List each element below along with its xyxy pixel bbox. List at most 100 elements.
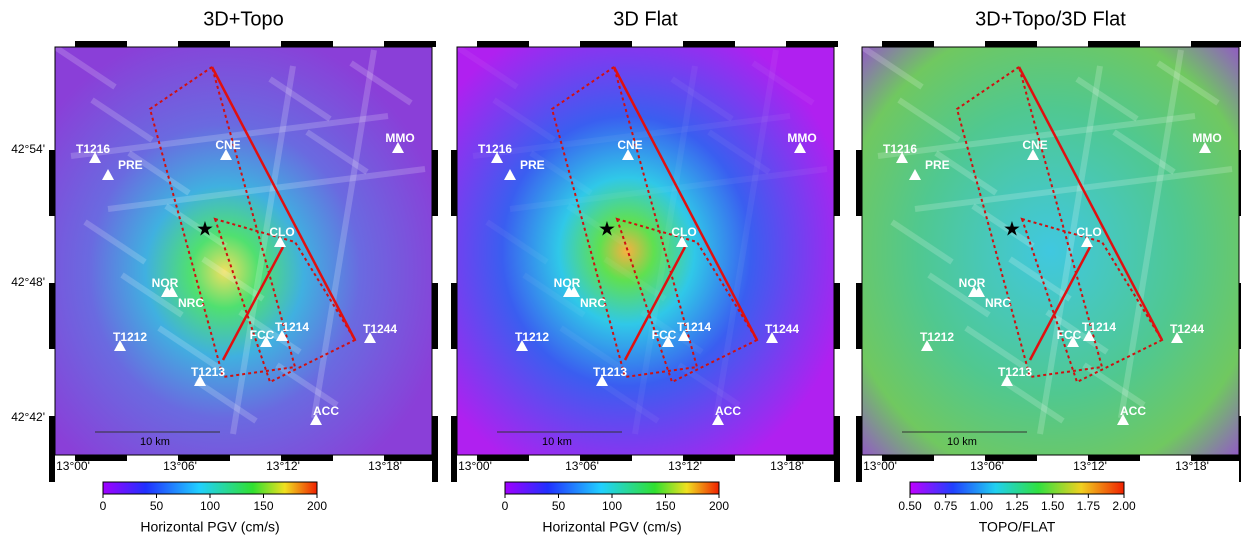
frame-bar xyxy=(1088,41,1140,47)
station-label: T1216 xyxy=(76,142,110,156)
colorbar-tick-label: 150 xyxy=(655,499,675,513)
frame-bar xyxy=(834,283,840,349)
station-label: T1214 xyxy=(275,320,309,334)
lat-tick-label: 42°54' xyxy=(11,142,45,156)
station-label: CNE xyxy=(617,138,642,152)
scale-label: 10 km xyxy=(542,436,572,448)
station-label: NRC xyxy=(985,296,1011,310)
lon-tick-label: 13°12' xyxy=(668,459,702,473)
panel-title: 3D+Topo/3D Flat xyxy=(975,8,1126,30)
colorbar-label: Horizontal PGV (cm/s) xyxy=(140,519,279,535)
station-label: T1244 xyxy=(363,322,397,336)
lon-tick-label: 13°12' xyxy=(1073,459,1107,473)
lon-tick-label: 13°18' xyxy=(368,459,402,473)
frame-bar xyxy=(856,283,862,349)
panel-title: 3D+Topo xyxy=(203,8,284,30)
epicenter: ★ xyxy=(196,218,214,240)
station-label: NRC xyxy=(580,296,606,310)
colorbar-tick-label: 1.75 xyxy=(1077,499,1101,513)
colorbar-tick-label: 0.50 xyxy=(898,499,922,513)
frame-bar xyxy=(477,41,529,47)
epicenter: ★ xyxy=(1003,218,1021,240)
frame-bar xyxy=(451,150,457,216)
frame-bar xyxy=(281,41,333,47)
frame-bar xyxy=(1191,41,1241,47)
frame-bar xyxy=(451,416,457,482)
station-label: NRC xyxy=(178,296,204,310)
lon-tick-label: 13°00' xyxy=(863,459,897,473)
colorbar-label: Horizontal PGV (cm/s) xyxy=(542,519,681,535)
colorbar-tick-label: 0 xyxy=(100,499,107,513)
station-label: FCC xyxy=(250,328,275,342)
colorbar-tick-label: 200 xyxy=(709,499,729,513)
lat-tick-label: 42°42' xyxy=(11,410,45,424)
station-label: NOR xyxy=(554,276,581,290)
scale-label: 10 km xyxy=(140,436,170,448)
station-label: CLO xyxy=(269,225,294,239)
station-label: T1244 xyxy=(765,322,799,336)
frame-bar xyxy=(834,150,840,216)
map-field xyxy=(55,47,432,455)
station-label: FCC xyxy=(652,328,677,342)
station-label: T1214 xyxy=(1082,320,1116,334)
frame-bar xyxy=(580,41,632,47)
colorbar-tick-label: 100 xyxy=(200,499,220,513)
station-label: MMO xyxy=(787,131,816,145)
lon-tick-label: 13°06' xyxy=(565,459,599,473)
frame-bar xyxy=(786,41,838,47)
station-label: PRE xyxy=(925,158,950,172)
station-label: PRE xyxy=(520,158,545,172)
frame-bar xyxy=(384,41,436,47)
map-field xyxy=(862,47,1239,455)
station-label: T1213 xyxy=(593,365,627,379)
station-label: CLO xyxy=(1076,225,1101,239)
lon-tick-label: 13°18' xyxy=(1175,459,1209,473)
frame-bar xyxy=(882,41,934,47)
station-label: PRE xyxy=(118,158,143,172)
frame-bar xyxy=(49,150,55,216)
lon-tick-label: 13°00' xyxy=(458,459,492,473)
frame-bar xyxy=(432,150,438,216)
panel-title: 3D Flat xyxy=(613,8,678,30)
colorbar-tick-label: 50 xyxy=(552,499,566,513)
station-label: MMO xyxy=(1192,131,1221,145)
colorbar-tick-label: 0 xyxy=(502,499,509,513)
lat-tick-label: 42°48' xyxy=(11,275,45,289)
colorbar-tick-label: 1.25 xyxy=(1005,499,1029,513)
frame-bar xyxy=(683,41,735,47)
colorbar-tick-label: 1.50 xyxy=(1041,499,1065,513)
colorbar xyxy=(910,482,1124,494)
station-label: ACC xyxy=(1120,404,1146,418)
station-label: CLO xyxy=(671,225,696,239)
lon-tick-label: 13°06' xyxy=(970,459,1004,473)
station-label: CNE xyxy=(215,138,240,152)
frame-bar xyxy=(451,283,457,349)
scale-label: 10 km xyxy=(947,436,977,448)
station-label: ACC xyxy=(715,404,741,418)
station-label: T1212 xyxy=(920,330,954,344)
station-label: T1212 xyxy=(515,330,549,344)
lon-tick-label: 13°00' xyxy=(56,459,90,473)
station-label: T1216 xyxy=(883,142,917,156)
colorbar-label: TOPO/FLAT xyxy=(979,519,1056,535)
station-label: T1244 xyxy=(1170,322,1204,336)
colorbar-tick-label: 200 xyxy=(307,499,327,513)
frame-bar xyxy=(856,150,862,216)
lon-tick-label: 13°12' xyxy=(266,459,300,473)
frame-bar xyxy=(49,416,55,482)
map-field xyxy=(457,47,834,455)
colorbar-tick-label: 50 xyxy=(150,499,164,513)
station-label: MMO xyxy=(385,131,414,145)
frame-bar xyxy=(985,41,1037,47)
frame-bar xyxy=(432,283,438,349)
frame-bar xyxy=(432,416,438,482)
station-label: T1213 xyxy=(998,365,1032,379)
station-label: ACC xyxy=(313,404,339,418)
colorbar xyxy=(103,482,317,494)
lon-tick-label: 13°06' xyxy=(163,459,197,473)
station-label: T1214 xyxy=(677,320,711,334)
frame-bar xyxy=(49,283,55,349)
station-label: FCC xyxy=(1057,328,1082,342)
station-label: T1216 xyxy=(478,142,512,156)
station-label: NOR xyxy=(152,276,179,290)
